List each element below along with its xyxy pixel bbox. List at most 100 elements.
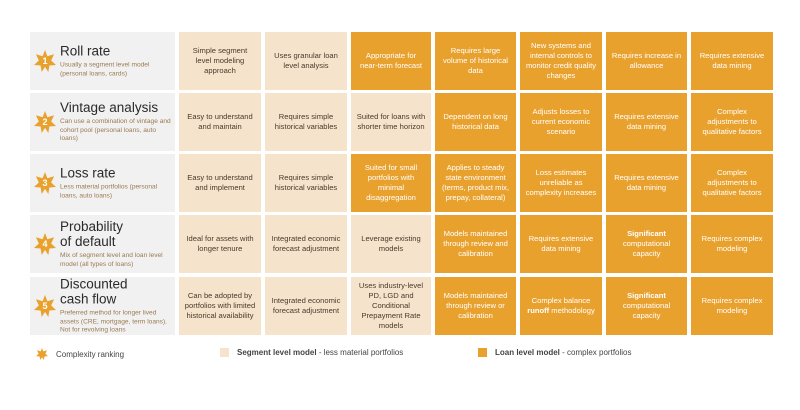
star-badge-icon: 4	[34, 233, 56, 255]
attribute-cell: Appropriate for near-term forecast	[351, 32, 431, 90]
attribute-cell: Requires large volume of historical data	[435, 32, 516, 90]
attribute-cell: Ideal for assets with longer tenure	[179, 215, 261, 273]
rank-number: 3	[42, 178, 48, 188]
method-title-line: cash flow	[60, 291, 117, 307]
method-title: Loss rate	[60, 165, 171, 180]
attribute-text: Leverage existing models	[361, 234, 421, 253]
attribute-cell: Applies to steady state environment (ter…	[435, 154, 516, 212]
method-title-line: Roll rate	[60, 43, 111, 59]
rank-number: 1	[42, 56, 48, 66]
attribute-cell: Requires extensive data mining	[606, 154, 687, 212]
attribute-cell: Integrated economic forecast adjustment	[265, 215, 347, 273]
attribute-text: Requires extensive data mining	[614, 112, 679, 131]
attribute-text: Easy to understand and implement	[187, 173, 253, 192]
legend-complexity: Complexity ranking	[36, 348, 124, 360]
attribute-text: Suited for small portfolios with minimal…	[364, 163, 418, 202]
method-label-cell: 2 Vintage analysis Can use a combination o…	[30, 93, 175, 151]
attribute-text: Easy to understand and maintain	[187, 112, 253, 131]
method-subtitle: Preferred method for longer lived assets…	[60, 309, 168, 334]
attribute-cell: Complex adjustments to qualitative facto…	[691, 154, 773, 212]
star-badge-icon: 5	[34, 295, 56, 317]
method-title: Probability of default	[60, 219, 171, 249]
attribute-cell: Models maintained through review and cal…	[435, 215, 516, 273]
attribute-cell: Significant computational capacity	[606, 277, 687, 335]
attribute-cell: Requires extensive data mining	[606, 93, 687, 151]
method-label-cell: 3 Loss rate Less material portfolios (pers…	[30, 154, 175, 212]
attribute-text-bold: Significant	[627, 229, 666, 239]
method-title-line: Loss rate	[60, 165, 116, 181]
method-title: Vintage analysis	[60, 100, 171, 115]
method-label-cell: 1 Roll rate Usually a segment level model …	[30, 32, 175, 90]
attribute-text: Uses industry-level PD, LGD and Conditio…	[358, 281, 424, 330]
attribute-cell: Requires complex modeling	[691, 215, 773, 273]
attribute-text: computational capacity	[622, 301, 671, 320]
attribute-cell: Requires increase in allowance	[606, 32, 687, 90]
legend-loan-rest: - complex portfolios	[559, 348, 632, 357]
attribute-text: Ideal for assets with longer tenure	[186, 234, 254, 253]
attribute-text: Requires simple historical variables	[274, 112, 338, 131]
method-subtitle: Mix of segment level and loan level mode…	[60, 252, 163, 268]
method-row: 2 Vintage analysis Can use a combination o…	[30, 93, 775, 151]
legend: Complexity ranking Segment level model -…	[0, 348, 800, 368]
rank-number: 4	[42, 239, 48, 249]
attribute-text: Models maintained through review and cal…	[443, 229, 508, 258]
attribute-text: Complex adjustments to qualitative facto…	[702, 107, 762, 136]
attribute-cell: Requires simple historical variables	[265, 93, 347, 151]
attribute-cell: Loss estimates unreliable as complexity …	[520, 154, 602, 212]
attribute-cell: Leverage existing models	[351, 215, 431, 273]
method-title-line: of default	[60, 233, 116, 249]
star-badge-icon: 1	[34, 50, 56, 72]
attribute-cell: Dependent on long historical data	[435, 93, 516, 151]
legend-segment: Segment level model - less material port…	[220, 348, 403, 357]
legend-segment-bold: Segment level model	[237, 348, 317, 357]
attribute-text: Requires simple historical variables	[274, 173, 338, 192]
star-badge-icon: 2	[34, 111, 56, 133]
attribute-text: Appropriate for near-term forecast	[359, 51, 423, 70]
method-row: 5 Discounted cash flow Preferred method for…	[30, 277, 775, 335]
attribute-text: Requires increase in allowance	[611, 51, 682, 70]
attribute-cell: New systems and internal controls to mon…	[520, 32, 602, 90]
method-title: Roll rate	[60, 43, 171, 58]
attribute-text: New systems and internal controls to mon…	[525, 41, 597, 80]
attribute-cell: Significant computational capacity	[606, 215, 687, 273]
attribute-text: Dependent on long historical data	[443, 112, 508, 131]
attribute-text: Complex adjustments to qualitative facto…	[702, 168, 762, 197]
star-icon	[36, 348, 48, 360]
attribute-cell: Suited for loans with shorter time horiz…	[351, 93, 431, 151]
attribute-cell: Suited for small portfolios with minimal…	[351, 154, 431, 212]
legend-complexity-label: Complexity ranking	[56, 349, 125, 359]
attribute-text: Adjusts losses to current economic scena…	[531, 107, 591, 136]
attribute-cell: Simple segment level modeling approach	[179, 32, 261, 90]
method-title-line: Vintage analysis	[60, 100, 159, 116]
attribute-text: Requires extensive data mining	[528, 234, 594, 253]
attribute-text: Requires large volume of historical data	[443, 46, 508, 75]
attribute-cell: Uses industry-level PD, LGD and Conditio…	[351, 277, 431, 335]
attribute-text: Simple segment level modeling approach	[192, 46, 248, 75]
method-subtitle: Usually a segment level model (personal …	[60, 61, 150, 78]
attribute-cell: Easy to understand and implement	[179, 154, 261, 212]
attribute-cell: Uses granular loan level analysis	[265, 32, 347, 90]
attribute-text: Requires complex modeling	[701, 234, 763, 253]
legend-segment-rest: - less material portfolios	[316, 348, 404, 357]
attribute-cell: Requires extensive data mining	[691, 32, 773, 90]
method-row: 4 Probability of default Mix of segment lev…	[30, 215, 775, 273]
attribute-text: Uses granular loan level analysis	[274, 51, 338, 70]
attribute-cell: Complex adjustments to qualitative facto…	[691, 93, 773, 151]
attribute-text: Suited for loans with shorter time horiz…	[356, 112, 426, 131]
attribute-cell: Easy to understand and maintain	[179, 93, 261, 151]
attribute-text: Integrated economic forecast adjustment	[271, 296, 341, 315]
method-label-cell: 5 Discounted cash flow Preferred method for…	[30, 277, 175, 335]
method-row: 3 Loss rate Less material portfolios (pers…	[30, 154, 775, 212]
attribute-text: computational capacity	[622, 239, 671, 258]
attribute-cell: Requires extensive data mining	[520, 215, 602, 273]
attribute-cell: Models maintained through review or cali…	[435, 277, 516, 335]
rank-number: 5	[42, 301, 48, 311]
attribute-cell: Integrated economic forecast adjustment	[265, 277, 347, 335]
legend-loan: Loan level model - complex portfolios	[478, 348, 632, 357]
attribute-text: Requires extensive data mining	[614, 173, 679, 192]
attribute-text-bold: runoff	[527, 306, 550, 315]
attribute-text: Complex balance	[531, 296, 591, 306]
attribute-cell: Complex balance runoff methodology	[520, 277, 602, 335]
attribute-text: Integrated economic forecast adjustment	[271, 234, 341, 253]
method-title-line: Probability	[60, 218, 124, 234]
